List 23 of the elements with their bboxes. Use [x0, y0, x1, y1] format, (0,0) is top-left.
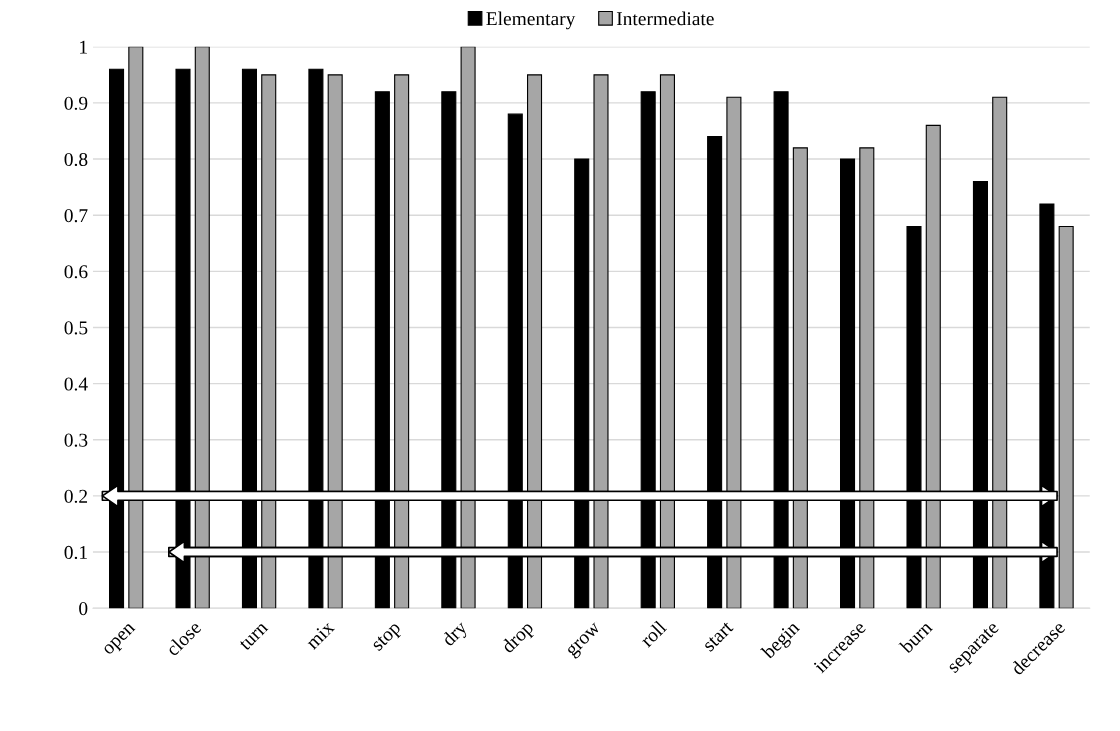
- y-tick-label: 0: [79, 602, 88, 616]
- y-tick-label: 1: [80, 40, 87, 54]
- x-tick-label: burn: [898, 619, 934, 655]
- x-tick-label: mix: [304, 619, 335, 650]
- y-tick-label: 0.6: [64, 265, 88, 279]
- x-tick-label: open: [103, 622, 139, 658]
- y-tick-label: 0.9: [64, 96, 88, 110]
- y-tick-label: 0.5: [64, 321, 88, 335]
- x-tick-label: start: [702, 621, 734, 653]
- x-tick-label: turn: [238, 621, 269, 651]
- x-tick-label: close: [164, 619, 202, 657]
- legend-label: Elementary: [486, 11, 576, 30]
- y-tick-label: 0.4: [64, 377, 88, 391]
- x-tick-label: drop: [500, 619, 537, 657]
- legend-label: Intermediate: [616, 11, 714, 26]
- x-tick-label: roll: [639, 619, 668, 648]
- x-tick-label: stop: [371, 621, 404, 655]
- y-tick-label: 0.7: [64, 209, 88, 223]
- x-tick-label: dry: [440, 619, 471, 650]
- y-tick-label: 0.3: [64, 433, 88, 447]
- y-tick-label: 0.2: [64, 489, 88, 503]
- y-tick-label: 0.8: [64, 152, 88, 167]
- y-tick-label: 0.1: [64, 545, 87, 560]
